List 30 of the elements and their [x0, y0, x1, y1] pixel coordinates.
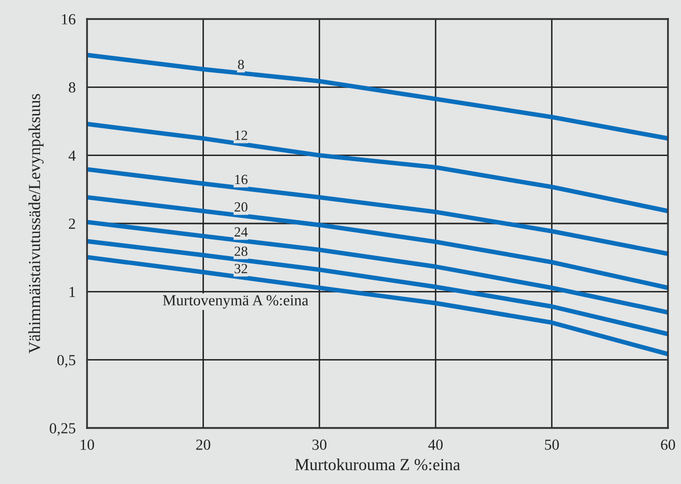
x-tick-label: 30: [312, 440, 326, 450]
x-tick-label: 60: [661, 440, 676, 450]
y-tick-label: 1: [70, 286, 75, 297]
x-axis-title: Murtokurouma Z %:eina: [295, 458, 460, 470]
y-tick-label: 16: [62, 14, 76, 24]
series-label: 32: [234, 264, 248, 274]
line-series: [87, 195, 668, 290]
y-tick-label: 0,5: [57, 354, 76, 368]
series-label: 16: [235, 174, 248, 184]
line-series: [87, 254, 668, 356]
y-tick-label: 4: [68, 150, 76, 161]
y-tick-label: 8: [68, 82, 76, 93]
series-label: 8: [238, 60, 244, 70]
x-tick-label: 20: [196, 440, 210, 450]
x-tick-label: 50: [545, 440, 559, 450]
line-series: [87, 220, 668, 315]
line-series: [87, 167, 668, 256]
x-tick-label: 10: [80, 440, 94, 450]
x-tick-label: 40: [428, 440, 443, 450]
series-label: 24: [234, 227, 248, 236]
annotation: Murtovenymä A %:eina: [162, 295, 308, 309]
line-series: [87, 52, 668, 141]
line-series: [87, 122, 668, 214]
y-tick-label: 0,25: [50, 423, 76, 436]
series-label: 20: [234, 202, 248, 212]
series-label: 12: [235, 130, 248, 140]
line-series: [87, 239, 668, 336]
y-axis-title: Vähimmäistaivutussäde/Levynpaksuus: [28, 94, 44, 354]
y-tick-label: 2: [68, 218, 76, 229]
series-label: 28: [234, 246, 248, 256]
